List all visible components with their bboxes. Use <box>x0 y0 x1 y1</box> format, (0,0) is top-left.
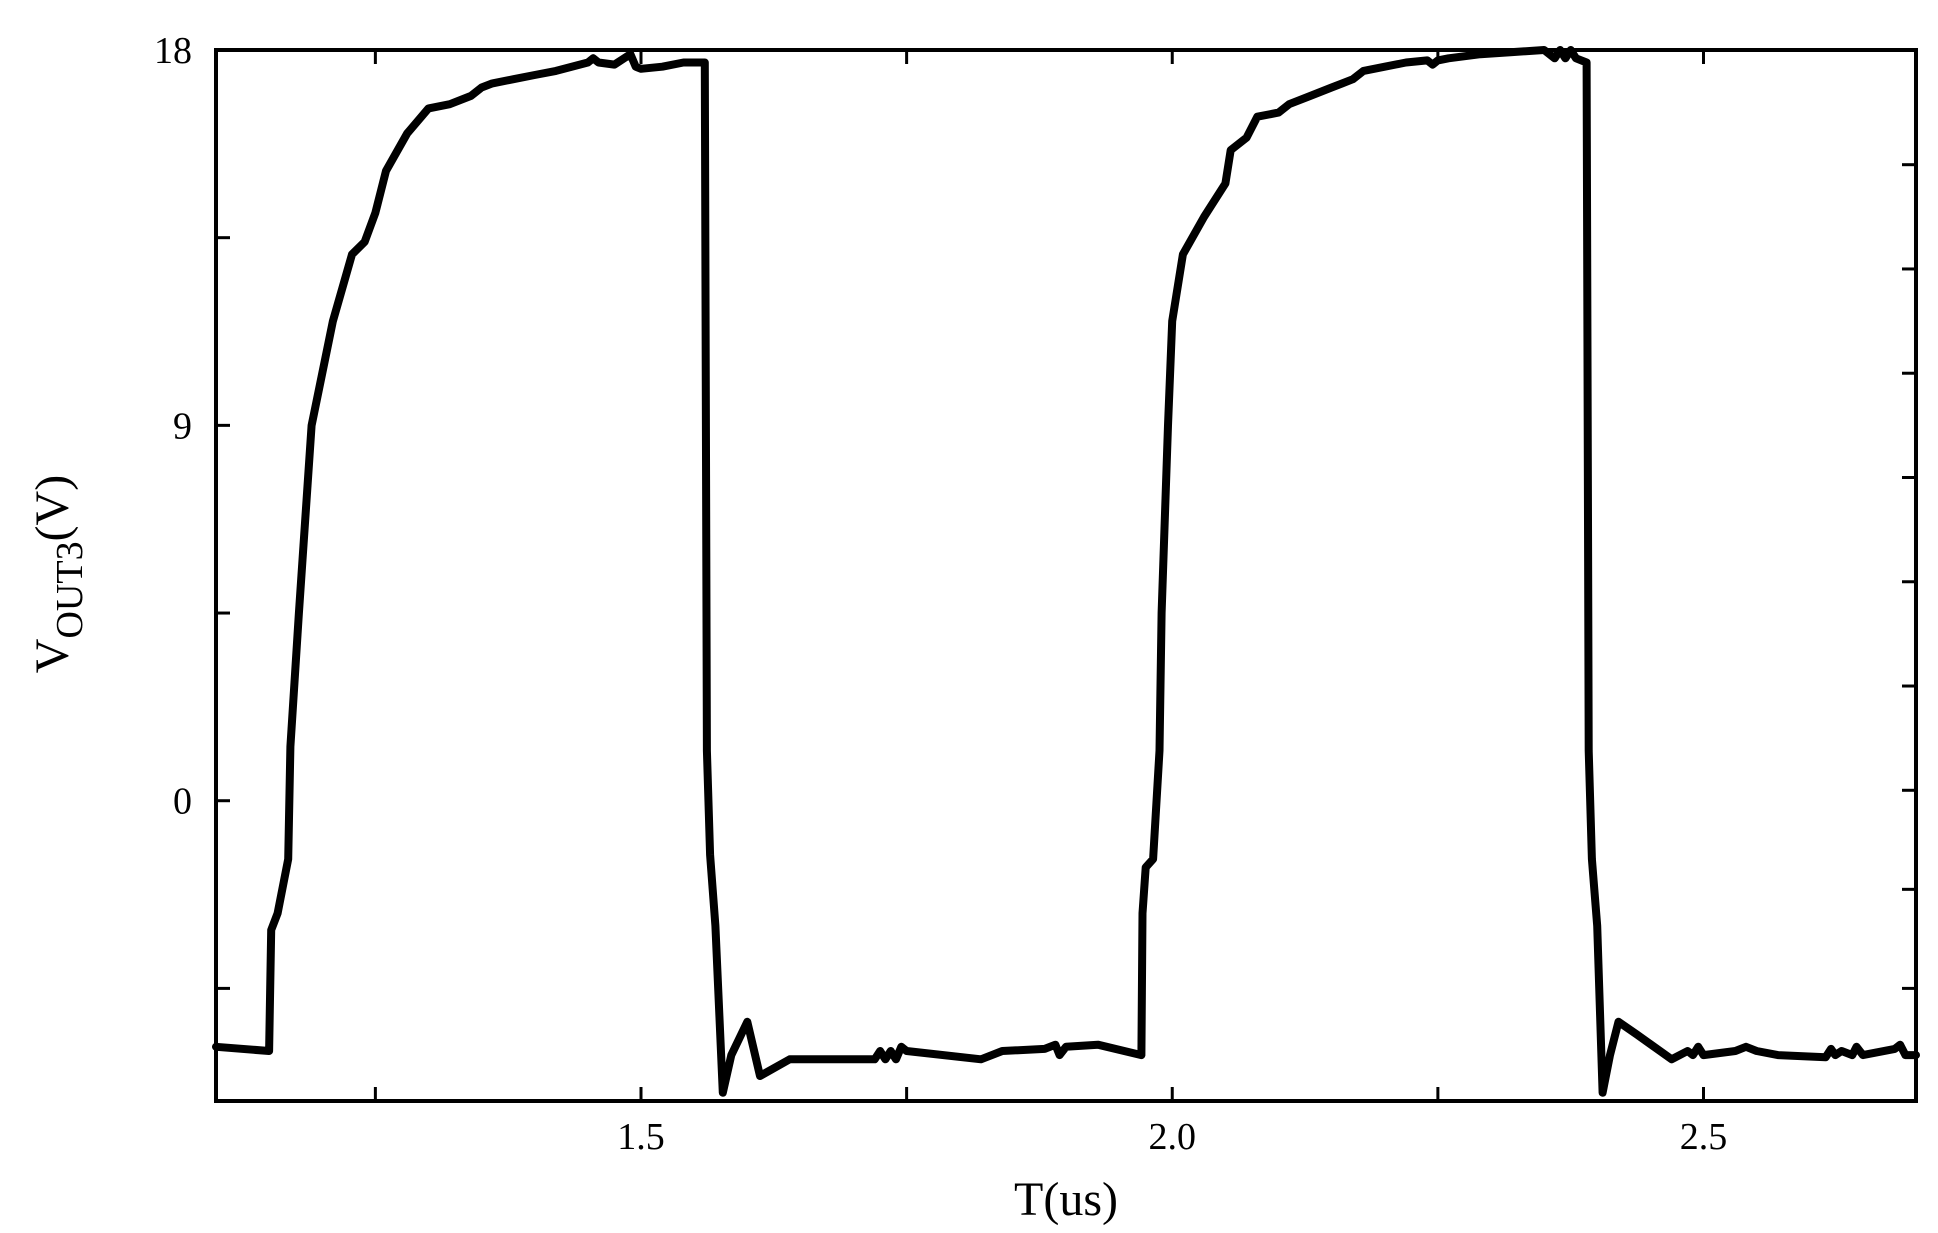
y-axis-title-suffix: (V) <box>26 475 79 542</box>
y-tick-label: 0 <box>173 781 192 823</box>
x-tick-label: 1.5 <box>617 1116 665 1158</box>
y-tick-label: 18 <box>154 30 192 72</box>
series-line <box>212 46 1920 1097</box>
x-tick-label: 2.5 <box>1680 1116 1728 1158</box>
x-axis-title: T(us) <box>1014 1173 1118 1226</box>
y-axis-ticks <box>216 48 1916 990</box>
plot-frame <box>214 48 1918 1103</box>
y-axis-title-main: V <box>26 638 79 673</box>
y-axis-title-subscript: OUT3 <box>49 541 91 638</box>
y-axis-title: VOUT3(V) <box>26 475 91 673</box>
y-axis-tick-labels: 0 9 18 <box>154 30 192 823</box>
x-tick-label: 2.0 <box>1149 1116 1197 1158</box>
x-axis-tick-labels: 1.5 2.0 2.5 <box>617 1116 1727 1158</box>
y-tick-label: 9 <box>173 405 192 447</box>
